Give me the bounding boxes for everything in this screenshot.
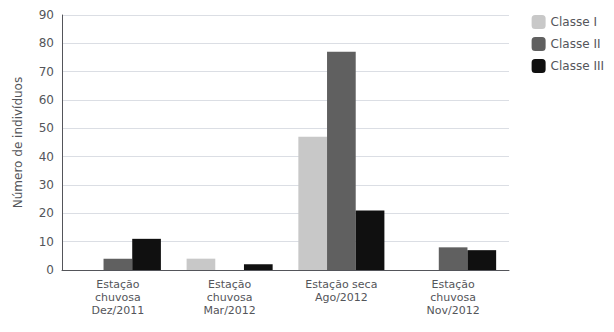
svg-text:Número de indivíduos: Número de indivíduos	[11, 77, 25, 208]
svg-text:Nov/2012: Nov/2012	[427, 304, 480, 317]
svg-text:Estação: Estação	[96, 278, 140, 291]
svg-text:Dez/2011: Dez/2011	[92, 304, 145, 317]
svg-text:Estação: Estação	[431, 278, 475, 291]
svg-text:Estação: Estação	[208, 278, 252, 291]
svg-text:90: 90	[39, 8, 54, 22]
svg-text:Classe III: Classe III	[551, 59, 604, 73]
svg-text:40: 40	[39, 150, 54, 164]
svg-text:Mar/2012: Mar/2012	[203, 304, 255, 317]
svg-text:20: 20	[39, 206, 54, 220]
svg-text:chuvosa: chuvosa	[430, 291, 476, 304]
svg-text:0: 0	[46, 263, 54, 277]
svg-text:Ago/2012: Ago/2012	[315, 291, 368, 304]
svg-text:Classe II: Classe II	[551, 37, 601, 51]
svg-text:chuvosa: chuvosa	[207, 291, 253, 304]
svg-text:60: 60	[39, 93, 54, 107]
svg-text:80: 80	[39, 36, 54, 50]
svg-text:chuvosa: chuvosa	[95, 291, 141, 304]
svg-text:Estação seca: Estação seca	[305, 278, 377, 291]
svg-text:Classe I: Classe I	[551, 15, 597, 29]
svg-text:10: 10	[39, 235, 54, 249]
svg-text:70: 70	[39, 65, 54, 79]
svg-text:30: 30	[39, 178, 54, 192]
svg-text:50: 50	[39, 121, 54, 135]
